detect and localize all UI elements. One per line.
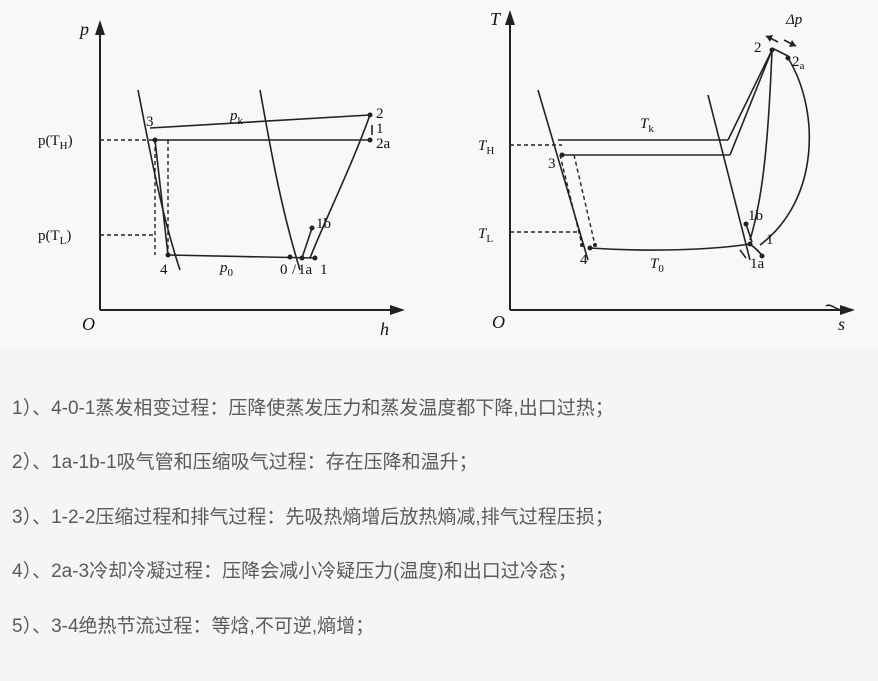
item-num: 3） (12, 507, 32, 528)
origin-label: O (82, 314, 95, 334)
ytick-pth: p(TH) (38, 133, 73, 152)
pt1-ts: 1 (766, 232, 774, 248)
pt2a: 2a (376, 136, 391, 152)
list-item: 3）、1-2-2压缩过程和排气过程：先吸热熵增后放热熵减,排气过程压损； (12, 503, 866, 533)
ytick-th: TH (478, 138, 494, 157)
item-num: 1） (12, 398, 32, 419)
pt0: 0 (280, 262, 288, 278)
tk-label: Tk (640, 116, 654, 135)
item-text: 、3-4绝热节流过程：等焓,不可逆,熵增； (32, 616, 374, 637)
pt4: 4 (160, 262, 168, 278)
pt1a: 1a (298, 262, 313, 278)
ytick-tl: TL (478, 226, 493, 245)
item-num: 2） (12, 452, 32, 473)
svg-text:1: 1 (376, 121, 384, 137)
pt3: 3 (146, 114, 154, 130)
ts-diagram: T s O TH TL (450, 0, 870, 340)
list-item: 1）、4-0-1蒸发相变过程：压降使蒸发压力和蒸发温度都下降,出口过热； (12, 394, 866, 424)
item-num: 5） (12, 616, 32, 637)
pt2a-ts: 2a (792, 54, 805, 72)
list-item: 4）、2a-3冷却冷凝过程：压降会减小冷疑压力(温度)和出口过冷态； (12, 557, 866, 587)
p0-label: p0 (219, 260, 234, 279)
pt3-ts: 3 (548, 156, 556, 172)
item-text: 、1a-1b-1吸气管和压缩吸气过程：存在压降和温升； (32, 452, 478, 473)
diagrams-area: p h O p(TH) p(TL) (0, 0, 878, 350)
item-text: 、1-2-2压缩过程和排气过程：先吸热熵增后放热熵减,排气过程压损； (32, 507, 614, 528)
y-axis-label: p (78, 19, 89, 39)
list-item: 2）、1a-1b-1吸气管和压缩吸气过程：存在压降和温升； (12, 448, 866, 478)
ytick-ptl: p(TL) (38, 228, 71, 247)
y-axis-label-ts: T (490, 9, 502, 29)
origin-label-ts: O (492, 312, 505, 332)
pt1b-ts: 1b (748, 208, 763, 224)
ph-diagram: p h O p(TH) p(TL) (20, 10, 430, 340)
list-item: 5）、3-4绝热节流过程：等焓,不可逆,熵增； (12, 612, 866, 642)
pt0slash: / (292, 262, 297, 278)
item-num: 4） (12, 561, 32, 582)
pt4-ts: 4 (580, 252, 588, 268)
item-text: 、2a-3冷却冷凝过程：压降会减小冷疑压力(温度)和出口过冷态； (32, 561, 577, 582)
pt1a-ts: 1a (750, 256, 765, 272)
pt2-ts: 2 (754, 40, 762, 56)
x-axis-label-ts: s (838, 314, 845, 334)
process-list: 1）、4-0-1蒸发相变过程：压降使蒸发压力和蒸发温度都下降,出口过热； 2）、… (0, 360, 878, 676)
item-text: 、4-0-1蒸发相变过程：压降使蒸发压力和蒸发温度都下降,出口过热； (32, 398, 614, 419)
pk-label: pk (229, 108, 244, 127)
x-axis-label: h (380, 319, 389, 339)
pt2: 2 (376, 106, 384, 122)
t0-label: T0 (650, 256, 664, 275)
pt1b: 1b (316, 216, 331, 232)
delta-p-label: Δp (785, 12, 803, 28)
pt1: 1 (320, 262, 328, 278)
